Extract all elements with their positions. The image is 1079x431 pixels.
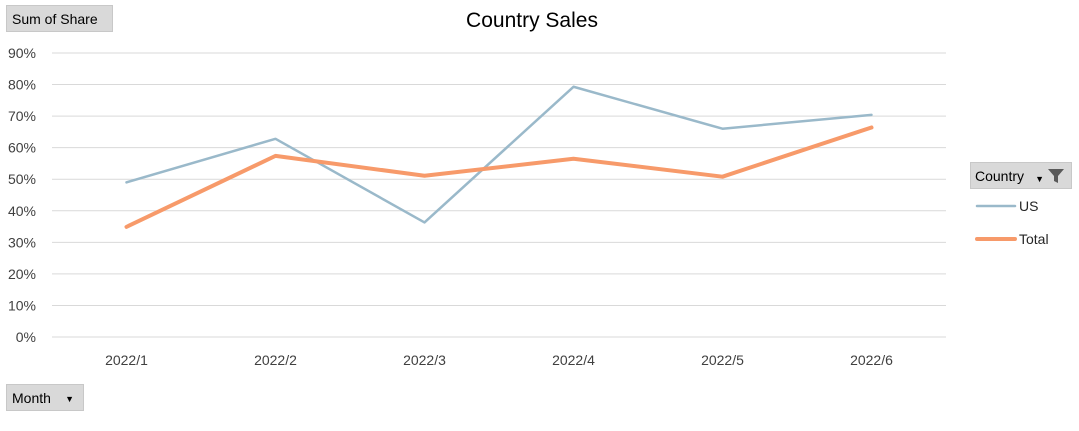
y-tick-label: 50%	[8, 171, 36, 187]
dropdown-arrow-icon[interactable]: ▼	[1035, 174, 1044, 184]
x-tick-label: 2022/4	[552, 352, 595, 368]
x-tick-label: 2022/1	[105, 352, 148, 368]
legend-field-label: Country	[975, 167, 1025, 184]
y-tick-label: 90%	[8, 45, 36, 61]
axis-field-button[interactable]: Month ▼	[6, 384, 84, 411]
x-axis-ticks: 2022/1 2022/2 2022/3 2022/4 2022/5 2022/6	[105, 352, 893, 368]
legend-label: Total	[1019, 231, 1049, 247]
chart-title: Country Sales	[466, 9, 598, 32]
legend: US Total	[975, 198, 1049, 247]
value-field-label: Sum of Share	[12, 10, 98, 27]
series-line-total	[124, 125, 874, 229]
y-axis-ticks: 0% 10% 20% 30% 40% 50% 60% 70% 80% 90%	[8, 45, 36, 345]
y-tick-label: 40%	[8, 203, 36, 219]
series-lines	[124, 85, 874, 229]
x-tick-label: 2022/3	[403, 352, 446, 368]
axis-field-label: Month	[12, 389, 51, 406]
series-line-us	[125, 85, 873, 224]
y-tick-label: 60%	[8, 140, 36, 156]
x-tick-label: 2022/2	[254, 352, 297, 368]
legend-field-button[interactable]: Country ▼	[970, 162, 1072, 189]
y-tick-label: 0%	[16, 329, 36, 345]
y-tick-label: 30%	[8, 234, 36, 250]
y-tick-label: 70%	[8, 108, 36, 124]
y-tick-label: 10%	[8, 297, 36, 313]
legend-label: US	[1019, 198, 1038, 214]
x-tick-label: 2022/6	[850, 352, 893, 368]
filter-icon[interactable]	[1047, 168, 1065, 184]
y-tick-label: 20%	[8, 266, 36, 282]
value-field-button[interactable]: Sum of Share	[6, 5, 113, 32]
gridlines	[52, 52, 946, 338]
x-tick-label: 2022/5	[701, 352, 744, 368]
y-tick-label: 80%	[8, 77, 36, 93]
dropdown-arrow-icon[interactable]: ▼	[65, 394, 74, 404]
